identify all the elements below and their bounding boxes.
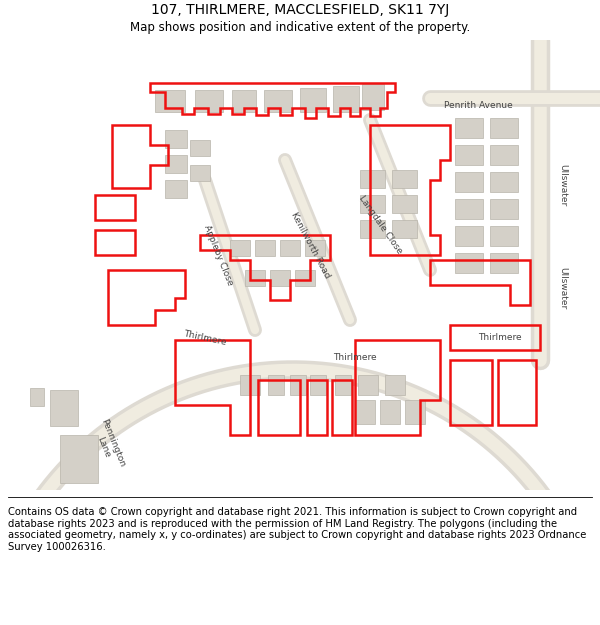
Bar [307,380,327,435]
Bar [190,140,210,156]
Bar [490,199,518,219]
Text: Thirlmere: Thirlmere [333,354,377,362]
Bar [380,400,400,424]
Bar [392,170,417,188]
Bar [195,90,223,112]
Bar [268,375,284,395]
Bar [405,400,425,424]
Bar [245,270,265,286]
Bar [360,220,385,238]
Bar [490,118,518,138]
Bar [455,118,483,138]
Bar [360,170,385,188]
Bar [392,220,417,238]
Bar [264,90,292,112]
Bar [455,199,483,219]
Bar [310,375,326,395]
Bar [270,270,290,286]
Bar [255,240,275,256]
Bar [230,240,250,256]
Bar [240,375,260,395]
Bar [295,270,315,286]
Text: Thirlmere: Thirlmere [478,334,522,342]
Bar [450,360,492,425]
Bar [333,86,359,112]
Bar [305,240,325,256]
Bar [455,253,483,273]
Bar [280,240,300,256]
Bar [165,155,187,173]
Bar [165,180,187,198]
Bar [165,130,187,148]
Bar [60,435,98,483]
Bar [490,172,518,192]
Text: Langdale Close: Langdale Close [356,194,403,256]
Bar [455,145,483,165]
Text: Contains OS data © Crown copyright and database right 2021. This information is : Contains OS data © Crown copyright and d… [8,507,586,552]
Text: Appleby Close: Appleby Close [202,223,234,287]
Bar [258,380,300,435]
Text: Pennington
Lane: Pennington Lane [89,418,127,472]
Bar [358,375,378,395]
Bar [50,390,78,426]
Bar [455,172,483,192]
Text: Penrith Avenue: Penrith Avenue [443,101,512,109]
Bar [455,226,483,246]
Bar [30,388,44,406]
Bar [490,226,518,246]
Bar [355,400,375,424]
Text: 107, THIRLMERE, MACCLESFIELD, SK11 7YJ: 107, THIRLMERE, MACCLESFIELD, SK11 7YJ [151,3,449,17]
Text: Kenilworth Road: Kenilworth Road [289,211,331,279]
Bar [332,380,352,435]
Bar [360,195,385,213]
Bar [490,253,518,273]
Bar [362,84,384,110]
Text: Ullswater: Ullswater [559,267,568,309]
Bar [232,90,256,112]
Text: Ullswater: Ullswater [559,164,568,206]
Text: Thirlmere: Thirlmere [183,329,227,347]
Bar [490,145,518,165]
Bar [190,165,210,181]
Bar [290,375,306,395]
Bar [385,375,405,395]
Bar [392,195,417,213]
Text: Map shows position and indicative extent of the property.: Map shows position and indicative extent… [130,21,470,34]
Bar [335,375,351,395]
Bar [155,90,185,112]
Bar [498,360,536,425]
Bar [300,88,326,112]
